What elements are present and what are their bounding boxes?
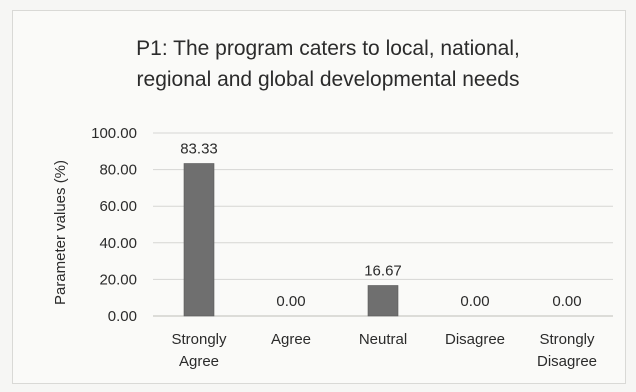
chart-title: P1: The program caters to local, nationa… — [136, 37, 520, 91]
y-tick-label: 80.00 — [99, 162, 137, 179]
chart-frame: P1: The program caters to local, nationa… — [12, 10, 626, 384]
y-tick-label: 0.00 — [108, 308, 137, 325]
bar-chart: P1: The program caters to local, nationa… — [52, 37, 613, 370]
y-tick-label: 60.00 — [99, 198, 137, 215]
chart-title-line-1: P1: The program caters to local, nationa… — [136, 37, 520, 60]
category-label-3: Disagree — [445, 331, 505, 348]
data-label-2: 16.67 — [364, 262, 402, 279]
category-label-4: Disagree — [537, 353, 597, 370]
y-tick-labels: 0.00 20.00 40.00 60.00 80.00 100.00 — [91, 125, 137, 325]
y-tick-label: 20.00 — [99, 271, 137, 288]
chart-title-line-2: regional and global developmental needs — [137, 68, 520, 91]
y-tick-label: 40.00 — [99, 235, 137, 252]
category-label-0: Agree — [179, 353, 219, 370]
data-labels: 83.33 0.00 16.67 0.00 0.00 — [180, 141, 581, 310]
data-label-0: 83.33 — [180, 141, 218, 158]
category-labels: Strongly Agree Agree Neutral Disagree Strongl… — [171, 331, 597, 370]
data-label-4: 0.00 — [552, 293, 581, 310]
category-label-1: Agree — [271, 331, 311, 348]
data-label-1: 0.00 — [276, 293, 305, 310]
y-axis-title: Parameter values (%) — [52, 160, 69, 305]
category-label-0: Strongly — [171, 331, 227, 348]
gridlines — [153, 132, 613, 317]
y-tick-label: 100.00 — [91, 125, 137, 142]
bar-2 — [367, 285, 399, 317]
bars — [183, 163, 399, 317]
bar-0 — [183, 163, 215, 317]
category-label-2: Neutral — [359, 331, 407, 348]
data-label-3: 0.00 — [460, 293, 489, 310]
category-label-4: Strongly — [539, 331, 595, 348]
